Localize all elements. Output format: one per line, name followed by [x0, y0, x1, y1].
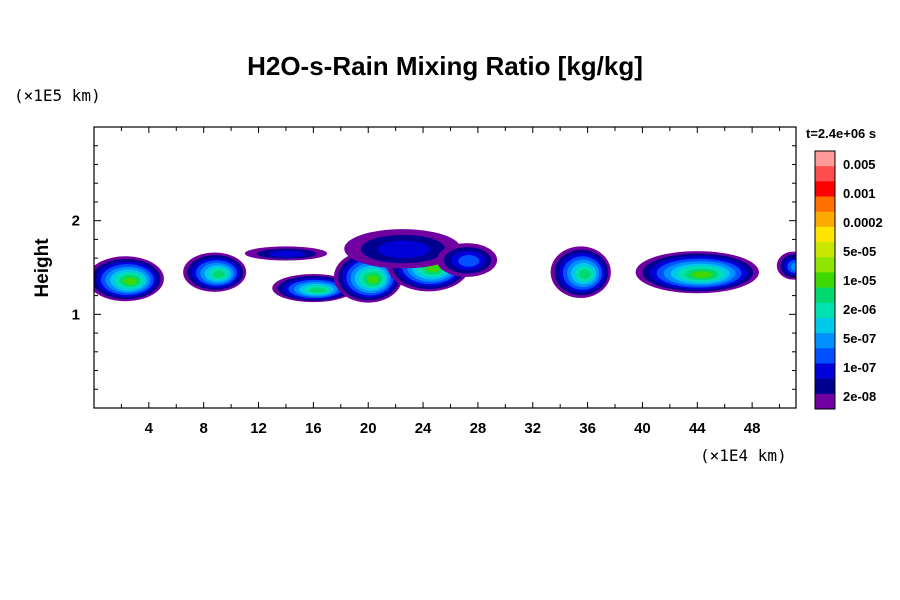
y-tick-label: 1 [72, 306, 80, 323]
cloud-cell [344, 229, 461, 269]
colorbar-swatch [815, 211, 835, 228]
contour-band [212, 270, 225, 278]
colorbar-label: 0.0002 [843, 215, 883, 230]
x-tick-label: 16 [305, 420, 322, 437]
x-tick-label: 48 [744, 420, 761, 437]
cloud-cell [244, 246, 328, 261]
x-unit-label: (×1E4 km) [700, 446, 787, 465]
x-tick-label: 36 [579, 420, 596, 437]
colorbar: 0.005 0.001 0.0002 5e-05 1e-05 2e-06 5e-07 1e-0… [814, 150, 883, 410]
y-tick-label: 2 [72, 213, 80, 230]
colorbar-swatch [815, 226, 835, 243]
colorbar-swatch [815, 378, 835, 395]
colorbar-swatch [815, 348, 835, 364]
contour-band [268, 250, 306, 258]
x-tick-label: 8 [200, 420, 208, 437]
contour-band [123, 277, 137, 285]
colorbar-swatch [815, 393, 835, 410]
contour-band [377, 240, 430, 259]
x-tick-label: 20 [360, 420, 377, 437]
colorbar-swatch [815, 272, 835, 288]
time-label: t=2.4e+06 s [806, 126, 876, 141]
cloud-field [94, 229, 796, 303]
cloud-cell [272, 274, 355, 303]
colorbar-label: 2e-08 [843, 389, 876, 404]
colorbar-swatch [815, 363, 835, 379]
plot-frame [93, 126, 797, 409]
x-tick-label: 24 [415, 420, 432, 437]
x-axis: 4 8 12 16 20 24 28 32 36 40 44 48 [120, 127, 781, 437]
cloud-cell [436, 243, 498, 277]
colorbar-swatch [815, 333, 835, 349]
cloud-cell [776, 251, 796, 280]
contour-band [579, 269, 591, 280]
colorbar-frame [814, 150, 836, 410]
colorbar-swatch [815, 181, 835, 197]
x-tick-label: 40 [634, 420, 651, 437]
plot-area [94, 127, 796, 408]
colorbar-label: 1e-07 [843, 360, 876, 375]
colorbar-swatch [815, 151, 835, 167]
colorbar-swatch [815, 302, 835, 319]
colorbar-label: 1e-05 [843, 273, 876, 288]
colorbar-swatch [815, 196, 835, 213]
colorbar-swatch [815, 166, 835, 182]
colorbar-swatch [815, 257, 835, 273]
colorbar-swatch [815, 242, 835, 258]
cloud-cell [94, 256, 164, 302]
colorbar-swatch [815, 317, 835, 334]
contour-band [790, 262, 796, 271]
cloud-cell [183, 252, 247, 292]
x-tick-label: 44 [689, 420, 706, 437]
y-axis: 12 [72, 145, 796, 390]
contour-band [691, 271, 713, 279]
colorbar-label: 5e-05 [843, 244, 876, 259]
cloud-cell [550, 246, 611, 298]
contour-band [367, 274, 379, 284]
cloud-cell [333, 251, 403, 303]
colorbar-label: 0.001 [843, 186, 876, 201]
x-tick-label: 32 [524, 420, 541, 437]
x-tick-label: 28 [470, 420, 487, 437]
colorbar-label: 5e-07 [843, 331, 876, 346]
colorbar-label: 2e-06 [843, 302, 876, 317]
contour-band [309, 287, 326, 293]
colorbar-swatch [815, 287, 835, 304]
y-axis-label: Height [32, 238, 53, 298]
x-tick-label: 12 [250, 420, 267, 437]
cloud-cell [635, 251, 759, 294]
chart-title: H2O-s-Rain Mixing Ratio [kg/kg] [247, 51, 643, 81]
colorbar-label: 0.005 [843, 157, 876, 172]
x-tick-label: 4 [145, 420, 154, 437]
contour-band [458, 255, 480, 267]
y-unit-label: (×1E5 km) [14, 86, 101, 105]
